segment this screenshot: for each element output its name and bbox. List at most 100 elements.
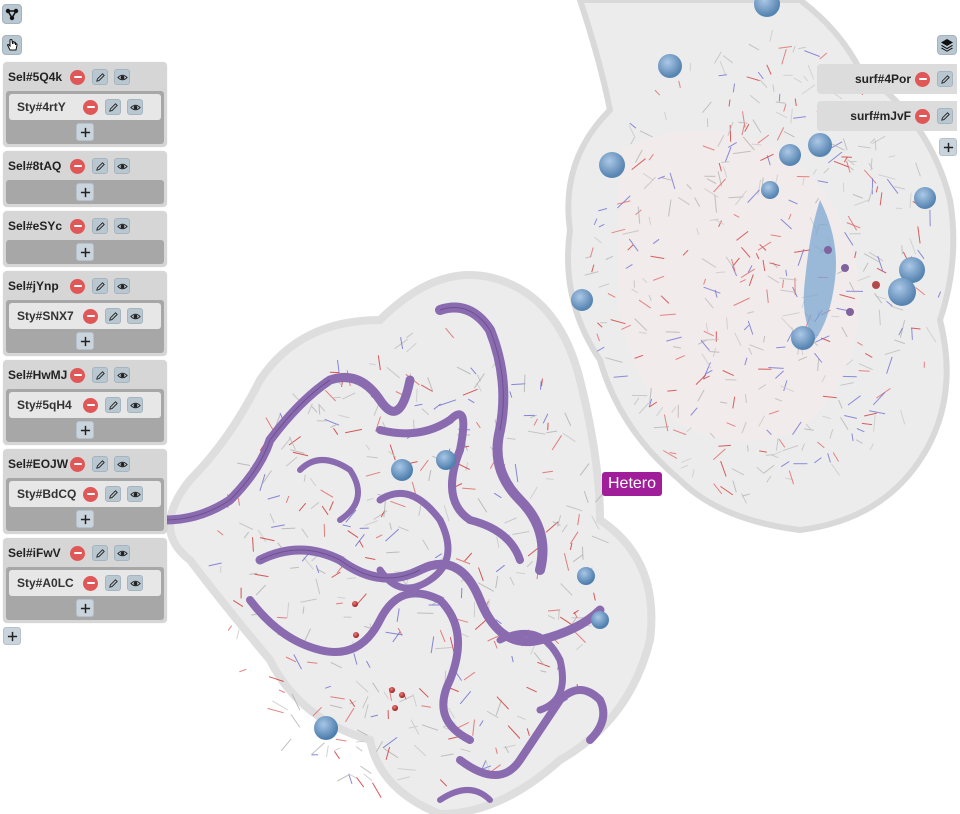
toggle-visibility-button[interactable] (114, 278, 130, 294)
selection-header: Sel#jYnp (3, 275, 167, 297)
selection-name: Sel#jYnp (8, 279, 59, 293)
add-style-button[interactable] (76, 123, 94, 141)
selection-block: Sel#EOJW Sty#BdCQ (3, 449, 167, 534)
plus-icon (80, 127, 90, 137)
styles-area: Sty#SNX7 (6, 300, 164, 353)
surface-row: surf#4Por (817, 64, 957, 94)
selection-block: Sel#HwMJ Sty#5qH4 (3, 360, 167, 445)
edit-selection-button[interactable] (92, 158, 108, 174)
pencil-icon (940, 74, 950, 84)
toggle-visibility-button[interactable] (114, 69, 130, 85)
pencil-icon (95, 459, 105, 469)
toggle-visibility-button[interactable] (114, 218, 130, 234)
pencil-icon (95, 548, 105, 558)
remove-style-button[interactable] (83, 397, 98, 413)
surfaces-panel: surf#4Por surf#mJvF (817, 64, 957, 156)
add-style-button[interactable] (76, 183, 94, 201)
remove-selection-button[interactable] (70, 545, 85, 561)
selection-header: Sel#iFwV (3, 542, 167, 564)
add-surface-button[interactable] (939, 138, 957, 156)
add-selection-button[interactable] (3, 627, 21, 645)
edit-style-button[interactable] (105, 486, 121, 502)
plus-icon (80, 425, 90, 435)
surface-name: surf#4Por (854, 72, 911, 86)
remove-selection-button[interactable] (70, 456, 85, 472)
style-row: Sty#BdCQ (9, 481, 161, 507)
add-style-button[interactable] (76, 599, 94, 617)
edit-selection-button[interactable] (92, 218, 108, 234)
pencil-icon (95, 221, 105, 231)
network-icon (5, 8, 19, 21)
add-style-button[interactable] (76, 421, 94, 439)
pencil-icon (95, 370, 105, 380)
edit-style-button[interactable] (105, 575, 121, 591)
style-name: Sty#A0LC (17, 576, 74, 590)
remove-selection-button[interactable] (70, 158, 85, 174)
toggle-style-visibility-button[interactable] (127, 486, 143, 502)
remove-surface-button[interactable] (915, 71, 930, 87)
eye-icon (129, 580, 141, 586)
selection-name: Sel#HwMJ (8, 368, 68, 382)
remove-style-button[interactable] (83, 575, 98, 591)
edit-surface-button[interactable] (937, 108, 953, 124)
style-row: Sty#A0LC (9, 570, 161, 596)
plus-icon (943, 142, 953, 152)
network-view-button[interactable] (2, 4, 22, 24)
remove-surface-button[interactable] (915, 108, 930, 124)
toggle-visibility-button[interactable] (114, 367, 130, 383)
toggle-visibility-button[interactable] (114, 545, 130, 561)
style-row: Sty#SNX7 (9, 303, 161, 329)
edit-surface-button[interactable] (937, 71, 953, 87)
toggle-visibility-button[interactable] (114, 158, 130, 174)
selection-block: Sel#jYnp Sty#SNX7 (3, 271, 167, 356)
pencil-icon (95, 72, 105, 82)
toggle-style-visibility-button[interactable] (127, 397, 143, 413)
toggle-style-visibility-button[interactable] (127, 99, 143, 115)
surface-name: surf#mJvF (850, 109, 911, 123)
toggle-style-visibility-button[interactable] (127, 308, 143, 324)
remove-selection-button[interactable] (70, 69, 85, 85)
styles-area: Sty#BdCQ (6, 478, 164, 531)
right-protein-surface (565, 0, 957, 534)
add-style-button[interactable] (76, 243, 94, 261)
add-style-button[interactable] (76, 510, 94, 528)
pointer-mode-button[interactable] (2, 35, 22, 55)
selection-header: Sel#HwMJ (3, 364, 167, 386)
remove-style-button[interactable] (83, 486, 98, 502)
remove-style-button[interactable] (83, 308, 98, 324)
pencil-icon (108, 102, 118, 112)
edit-selection-button[interactable] (92, 545, 108, 561)
plus-icon (80, 247, 90, 257)
hover-atom-label: Hetero (602, 472, 663, 496)
edit-style-button[interactable] (105, 99, 121, 115)
hand-pointer-icon (6, 39, 18, 51)
remove-selection-button[interactable] (70, 367, 85, 383)
eye-icon (116, 461, 128, 467)
edit-style-button[interactable] (105, 397, 121, 413)
eye-icon (116, 550, 128, 556)
eye-icon (116, 74, 128, 80)
left-protein-surface (166, 271, 656, 814)
pencil-icon (108, 400, 118, 410)
plus-icon (80, 187, 90, 197)
selection-header: Sel#5Q4k (3, 66, 167, 88)
selections-panel: Sel#5Q4k Sty#4rtY Sel#8tAQ Se (3, 62, 167, 645)
remove-selection-button[interactable] (70, 218, 85, 234)
toggle-style-visibility-button[interactable] (127, 575, 143, 591)
remove-selection-button[interactable] (70, 278, 85, 294)
edit-style-button[interactable] (105, 308, 121, 324)
selection-name: Sel#iFwV (8, 546, 61, 560)
toggle-visibility-button[interactable] (114, 456, 130, 472)
edit-selection-button[interactable] (92, 69, 108, 85)
remove-style-button[interactable] (83, 99, 98, 115)
style-row: Sty#5qH4 (9, 392, 161, 418)
edit-selection-button[interactable] (92, 367, 108, 383)
edit-selection-button[interactable] (92, 278, 108, 294)
layers-button[interactable] (937, 35, 957, 55)
add-style-button[interactable] (76, 332, 94, 350)
edit-selection-button[interactable] (92, 456, 108, 472)
eye-icon (129, 104, 141, 110)
surface-row: surf#mJvF (817, 101, 957, 131)
selection-name: Sel#8tAQ (8, 159, 62, 173)
